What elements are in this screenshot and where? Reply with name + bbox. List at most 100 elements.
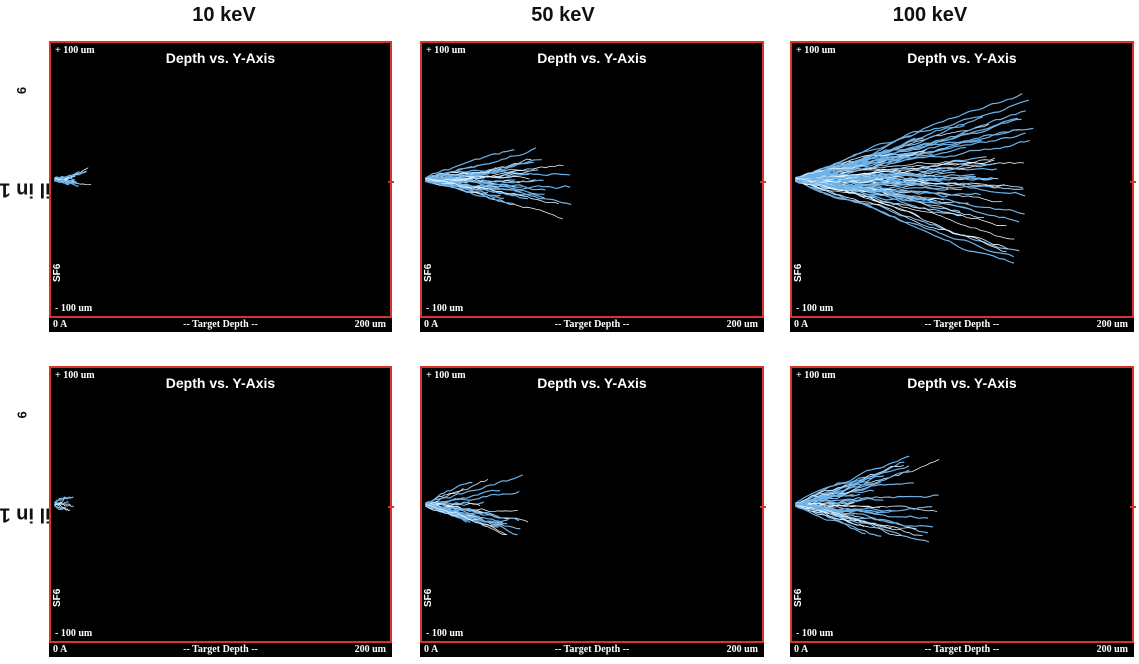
recoil-track — [425, 503, 520, 522]
recoil-track — [795, 494, 939, 506]
recoil-track — [54, 505, 67, 510]
y-axis-bottom-label: - 100 um — [55, 628, 93, 639]
recoil-track — [795, 137, 916, 181]
recoil-track — [54, 496, 74, 504]
medium-label: SF6 — [423, 588, 434, 607]
x-axis-start-label: 0 A — [794, 319, 809, 330]
x-axis-bar: 0 A -- Target Depth -- 200 um — [49, 318, 392, 332]
column-header-100kev: 100 keV — [892, 4, 968, 26]
recoil-track — [425, 177, 544, 184]
recoil-track — [425, 168, 504, 179]
medium-label: SF6 — [423, 263, 434, 282]
medium-label: SF6 — [52, 263, 63, 282]
x-axis-end-label: 200 um — [354, 319, 386, 330]
y-axis-bottom-label: - 100 um — [426, 303, 464, 314]
panel-title: Depth vs. Y-Axis — [907, 50, 1017, 66]
recoil-track — [425, 504, 507, 536]
recoil-track — [795, 93, 1023, 179]
y-axis-bottom-label: - 100 um — [55, 303, 93, 314]
center-tick-marker — [388, 505, 394, 508]
recoil-track — [795, 163, 994, 181]
recoil-track — [795, 502, 929, 519]
recoil-track — [425, 173, 485, 180]
y-axis-bottom-label: - 100 um — [796, 628, 834, 639]
medium-label: SF6 — [793, 588, 804, 607]
panel-title: Depth vs. Y-Axis — [907, 375, 1017, 391]
y-axis-top-label: + 100 um — [55, 45, 95, 56]
recoil-track — [795, 455, 910, 504]
recoil-track — [795, 469, 910, 507]
center-tick-marker — [1130, 180, 1136, 183]
recoil-track-cloud — [53, 496, 74, 511]
recoil-track — [425, 502, 481, 507]
recoil-track — [795, 179, 1009, 250]
track-plot-panel: Depth vs. Y-Axis + 100 um - 100 um SF6 — [420, 366, 766, 643]
recoil-track-cloud — [795, 93, 1034, 264]
x-axis-title: -- Target Depth -- — [554, 319, 630, 330]
recoil-track — [795, 178, 948, 191]
x-axis-start-label: 0 A — [794, 644, 809, 655]
y-axis-bottom-label: - 100 um — [426, 628, 464, 639]
recoil-track — [54, 503, 71, 511]
panel-title: Depth vs. Y-Axis — [165, 50, 276, 66]
recoil-track — [425, 149, 515, 179]
x-axis-bar: 0 A -- Target Depth -- 200 um — [420, 643, 764, 657]
y-axis-bottom-label: - 100 um — [796, 303, 834, 314]
recoil-track — [425, 474, 523, 505]
y-axis-top-label: + 100 um — [796, 45, 836, 56]
recoil-track — [795, 505, 882, 537]
recoil-track — [425, 479, 489, 507]
recoil-track — [795, 505, 883, 515]
recoil-track — [425, 179, 514, 205]
x-axis-title: -- Target Depth -- — [924, 644, 1000, 655]
recoil-track-cloud — [425, 474, 529, 536]
center-tick-marker — [1130, 505, 1136, 508]
x-axis-title: -- Target Depth -- — [554, 644, 630, 655]
x-axis-end-label: 200 um — [1096, 319, 1128, 330]
recoil-track-cloud — [795, 455, 940, 543]
recoil-track — [54, 176, 75, 181]
recoil-track — [795, 479, 865, 506]
panel-title: Depth vs. Y-Axis — [165, 375, 276, 391]
x-axis-title: -- Target Depth -- — [924, 319, 1000, 330]
x-axis-bar: 0 A -- Target Depth -- 200 um — [790, 318, 1134, 332]
x-axis-end-label: 200 um — [726, 644, 758, 655]
track-plot-panel: Depth vs. Y-Axis + 100 um - 100 um SF6 — [420, 41, 766, 318]
center-tick-marker — [760, 180, 766, 183]
recoil-track — [795, 178, 1023, 188]
recoil-track — [795, 178, 1015, 240]
y-axis-top-label: + 100 um — [796, 370, 836, 381]
center-tick-marker — [388, 180, 394, 183]
y-axis-top-label: + 100 um — [55, 370, 95, 381]
recoil-track-cloud — [54, 167, 92, 187]
recoil-track — [795, 177, 1007, 253]
x-axis-bar: 0 A -- Target Depth -- 200 um — [790, 643, 1134, 657]
column-header-10kev: 10 keV — [192, 4, 256, 26]
row-header-s-recoil: S recoil in 10 bar SF6 — [0, 410, 112, 526]
recoil-track — [54, 179, 75, 183]
recoil-track — [795, 502, 930, 543]
x-axis-start-label: 0 A — [424, 319, 439, 330]
medium-label: SF6 — [793, 263, 804, 282]
y-axis-top-label: + 100 um — [426, 45, 466, 56]
recoil-track-cloud — [425, 147, 572, 220]
x-axis-title: -- Target Depth -- — [183, 644, 258, 655]
recoil-track — [425, 177, 546, 191]
track-plot-panel: Depth vs. Y-Axis + 100 um - 100 um SF6 — [49, 366, 394, 643]
recoil-track — [795, 503, 929, 534]
y-axis-top-label: + 100 um — [426, 370, 466, 381]
x-axis-end-label: 200 um — [354, 644, 386, 655]
recoil-track — [425, 177, 559, 205]
recoil-track — [795, 99, 1030, 182]
panel-title: Depth vs. Y-Axis — [537, 375, 647, 391]
x-axis-start-label: 0 A — [53, 644, 68, 655]
x-axis-end-label: 200 um — [726, 319, 758, 330]
x-axis-title: -- Target Depth -- — [183, 319, 258, 330]
track-plot-panel: Depth vs. Y-Axis + 100 um - 100 um SF6 — [790, 41, 1136, 318]
center-tick-marker — [760, 505, 766, 508]
recoil-track — [795, 478, 863, 505]
recoil-track — [795, 155, 906, 179]
recoil-track — [795, 140, 1030, 179]
recoil-track — [795, 180, 1015, 264]
x-axis-end-label: 200 um — [1096, 644, 1128, 655]
